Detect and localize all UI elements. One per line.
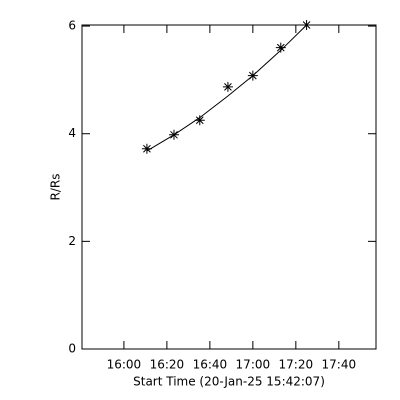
fit-line: [146, 24, 307, 152]
y-tick-label: 6: [68, 19, 76, 33]
x-tick-label: 17:00: [236, 358, 271, 372]
data-point: [222, 81, 233, 92]
x-tick-label: 17:40: [322, 358, 357, 372]
y-tick-label: 4: [68, 126, 76, 140]
y-axis-label: R/Rs: [49, 174, 63, 201]
data-point: [141, 143, 152, 154]
data-point: [194, 115, 205, 126]
x-axis-label: Start Time (20-Jan-25 15:42:07): [133, 375, 325, 389]
x-tick-label: 16:00: [107, 358, 142, 372]
y-tick-label: 0: [68, 342, 76, 356]
data-point: [275, 42, 286, 53]
y-tick-label: 2: [68, 234, 76, 248]
x-tick-label: 16:40: [193, 358, 228, 372]
plot-frame: [81, 24, 377, 350]
x-tick-label: 17:20: [279, 358, 314, 372]
x-tick-label: 16:20: [150, 358, 185, 372]
